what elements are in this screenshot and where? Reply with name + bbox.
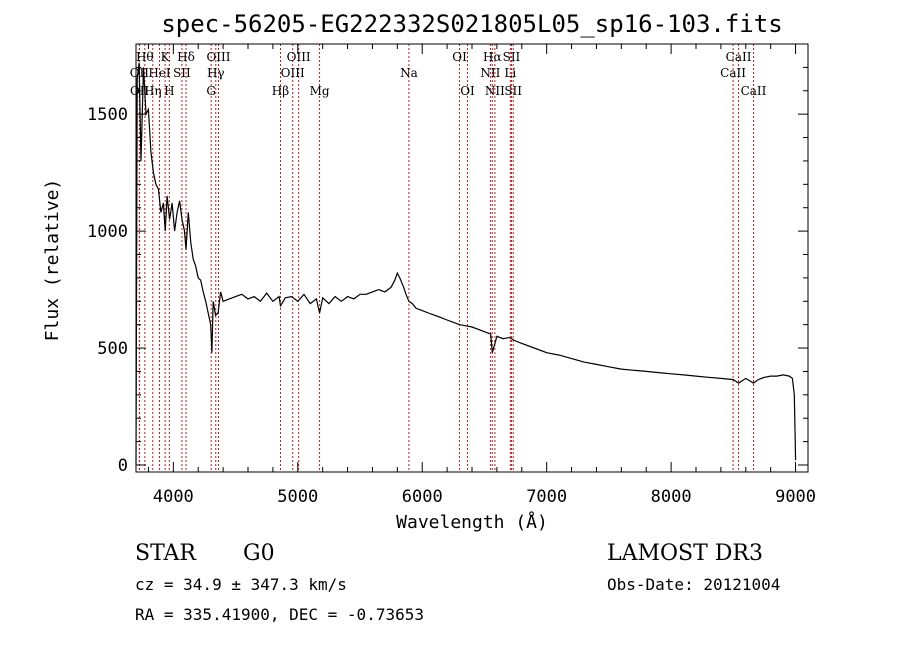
object-subclass: G0 (243, 541, 275, 566)
survey-name: LAMOST DR3 (607, 541, 763, 566)
spectrum-line (135, 62, 797, 466)
line-label: OI (452, 50, 467, 64)
line-label: NII (480, 66, 500, 80)
line-label: Hη (144, 84, 162, 98)
line-label: HeI (148, 66, 171, 80)
x-axis-ticks: 4000 5000 6000 7000 8000 9000 (147, 44, 816, 507)
line-label: CaII (720, 66, 746, 80)
object-class: STAR (135, 541, 197, 566)
line-label: G (206, 84, 216, 98)
line-label: K (161, 50, 171, 64)
line-label: OI (460, 84, 475, 98)
line-label: OIII (206, 50, 230, 64)
line-label: NII (485, 84, 505, 98)
line-label: OIII (281, 66, 305, 80)
line-label: CaII (726, 50, 752, 64)
coordinates: RA = 335.41900, DEC = -0.73653 (135, 605, 424, 624)
line-label: Hβ (272, 84, 289, 98)
line-label: Na (400, 66, 418, 80)
x-tick-label: 6000 (402, 487, 443, 507)
y-tick-label: 1000 (87, 222, 128, 242)
line-label: SII (504, 84, 522, 98)
plot-frame (135, 43, 809, 473)
line-label: Hδ (177, 50, 195, 64)
line-label: SII (173, 66, 191, 80)
x-tick-label: 7000 (526, 487, 567, 507)
y-tick-label: 1500 (87, 105, 128, 125)
line-label: Hα (483, 50, 502, 64)
x-tick-label: 4000 (153, 487, 194, 507)
line-label: H (164, 84, 174, 98)
line-label: Hθ (136, 50, 154, 64)
x-axis-label: Wavelength (Å) (396, 511, 548, 533)
x-tick-label: 9000 (775, 487, 816, 507)
line-label: OIII (287, 50, 311, 64)
chart-title: spec-56205-EG222332S021805L05_sp16-103.f… (161, 10, 782, 38)
x-tick-label: 8000 (651, 487, 692, 507)
line-label: SII (503, 50, 521, 64)
x-tick-label: 5000 (277, 487, 318, 507)
line-label: Mg (310, 84, 330, 98)
y-axis-label: Flux (relative) (42, 179, 63, 342)
redshift-velocity: cz = 34.9 ± 347.3 km/s (135, 575, 347, 594)
y-axis-ticks: 0 500 1000 1500 (87, 66, 808, 476)
line-label: CaII (741, 84, 767, 98)
spectral-line-markers (138, 44, 754, 472)
y-tick-label: 0 (118, 456, 128, 476)
y-tick-label: 500 (97, 339, 128, 359)
spectral-line-labels: OIIOIIHθHηHeIKHSIIHδGHγOIIIHβOIIIOIIIMgN… (130, 50, 767, 98)
line-label: Li (504, 66, 516, 80)
observation-date: Obs-Date: 20121004 (607, 575, 780, 594)
line-label: Hγ (207, 66, 225, 80)
